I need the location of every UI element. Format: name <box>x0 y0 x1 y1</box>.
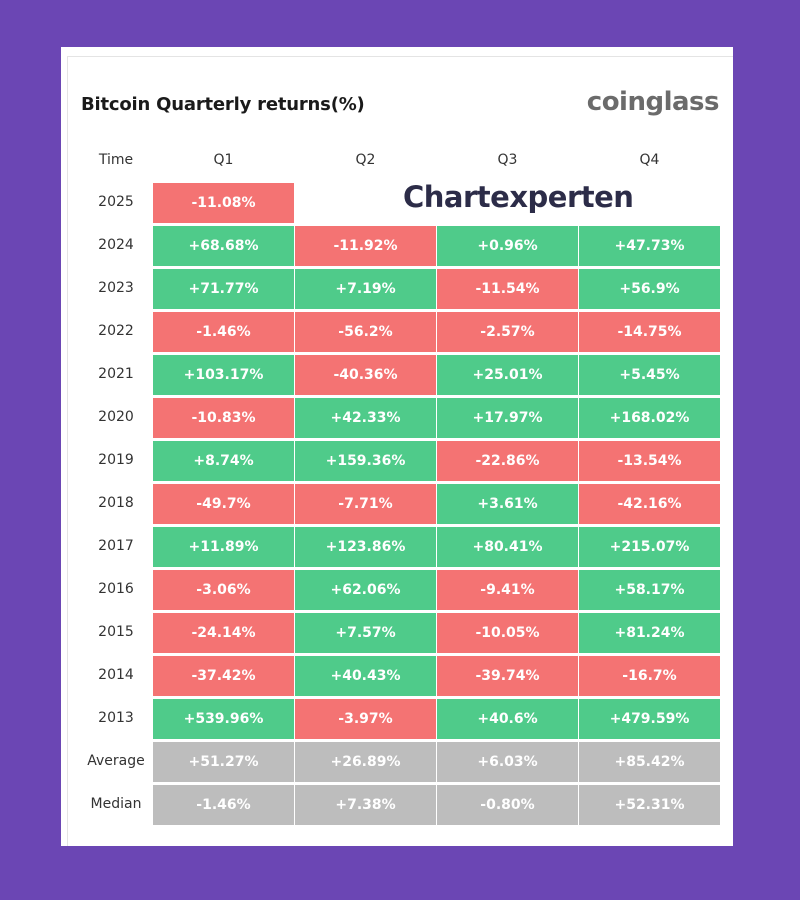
return-cell-2022-q3: -2.57% <box>437 312 578 352</box>
row-label-2023: 2023 <box>98 280 134 296</box>
return-cell-average-q4: +85.42% <box>579 742 720 782</box>
return-cell-2024-q2: -11.92% <box>295 226 436 266</box>
return-cell-average-q1: +51.27% <box>153 742 294 782</box>
column-header-q3: Q3 <box>497 152 518 168</box>
return-cell-median-q4: +52.31% <box>579 785 720 825</box>
return-cell-2018-q3: +3.61% <box>437 484 578 524</box>
chart-title: Bitcoin Quarterly returns(%) <box>81 94 365 115</box>
return-cell-2021-q3: +25.01% <box>437 355 578 395</box>
return-cell-2013-q3: +40.6% <box>437 699 578 739</box>
row-label-2020: 2020 <box>98 409 134 425</box>
return-cell-2017-q2: +123.86% <box>295 527 436 567</box>
return-cell-average-q2: +26.89% <box>295 742 436 782</box>
return-cell-median-q1: -1.46% <box>153 785 294 825</box>
row-label-2025: 2025 <box>98 194 134 210</box>
chartexperten-watermark: Chartexperten <box>403 180 634 214</box>
row-label-average: Average <box>87 753 145 769</box>
return-cell-2020-q2: +42.33% <box>295 398 436 438</box>
return-cell-2015-q2: +7.57% <box>295 613 436 653</box>
return-cell-2024-q3: +0.96% <box>437 226 578 266</box>
row-label-2015: 2015 <box>98 624 134 640</box>
return-cell-2024-q1: +68.68% <box>153 226 294 266</box>
row-label-2018: 2018 <box>98 495 134 511</box>
return-cell-2014-q3: -39.74% <box>437 656 578 696</box>
row-label-2013: 2013 <box>98 710 134 726</box>
return-cell-2014-q1: -37.42% <box>153 656 294 696</box>
row-label-2017: 2017 <box>98 538 134 554</box>
column-header-q2: Q2 <box>355 152 376 168</box>
return-cell-2015-q3: -10.05% <box>437 613 578 653</box>
return-cell-2025-q1: -11.08% <box>153 183 294 223</box>
return-cell-2022-q2: -56.2% <box>295 312 436 352</box>
column-header-q1: Q1 <box>213 152 234 168</box>
return-cell-2024-q4: +47.73% <box>579 226 720 266</box>
return-cell-2023-q4: +56.9% <box>579 269 720 309</box>
return-cell-2013-q1: +539.96% <box>153 699 294 739</box>
return-cell-2018-q4: -42.16% <box>579 484 720 524</box>
return-cell-median-q2: +7.38% <box>295 785 436 825</box>
return-cell-2017-q1: +11.89% <box>153 527 294 567</box>
return-cell-2018-q2: -7.71% <box>295 484 436 524</box>
returns-card: Bitcoin Quarterly returns(%) coinglass C… <box>61 47 733 846</box>
return-cell-2020-q1: -10.83% <box>153 398 294 438</box>
return-cell-2022-q4: -14.75% <box>579 312 720 352</box>
return-cell-2021-q4: +5.45% <box>579 355 720 395</box>
column-header-q4: Q4 <box>639 152 660 168</box>
watermark-text: Chartexperten <box>403 180 634 214</box>
return-cell-2021-q1: +103.17% <box>153 355 294 395</box>
return-cell-2013-q2: -3.97% <box>295 699 436 739</box>
coinglass-logo: coinglass <box>586 87 720 117</box>
row-label-2022: 2022 <box>98 323 134 339</box>
return-cell-2017-q4: +215.07% <box>579 527 720 567</box>
return-cell-2020-q3: +17.97% <box>437 398 578 438</box>
return-cell-2020-q4: +168.02% <box>579 398 720 438</box>
return-cell-2019-q4: -13.54% <box>579 441 720 481</box>
row-label-2024: 2024 <box>98 237 134 253</box>
return-cell-2015-q4: +81.24% <box>579 613 720 653</box>
row-label-2021: 2021 <box>98 366 134 382</box>
return-cell-2019-q1: +8.74% <box>153 441 294 481</box>
return-cell-2018-q1: -49.7% <box>153 484 294 524</box>
return-cell-2019-q2: +159.36% <box>295 441 436 481</box>
return-cell-2023-q2: +7.19% <box>295 269 436 309</box>
row-label-median: Median <box>90 796 142 812</box>
return-cell-2019-q3: -22.86% <box>437 441 578 481</box>
return-cell-2015-q1: -24.14% <box>153 613 294 653</box>
corner-label: Time <box>98 152 134 168</box>
row-label-2014: 2014 <box>98 667 134 683</box>
return-cell-average-q3: +6.03% <box>437 742 578 782</box>
return-cell-median-q3: -0.80% <box>437 785 578 825</box>
return-cell-2016-q1: -3.06% <box>153 570 294 610</box>
card-border <box>67 56 733 846</box>
return-cell-2023-q1: +71.77% <box>153 269 294 309</box>
return-cell-2013-q4: +479.59% <box>579 699 720 739</box>
row-label-2016: 2016 <box>98 581 134 597</box>
return-cell-2016-q3: -9.41% <box>437 570 578 610</box>
return-cell-2014-q4: -16.7% <box>579 656 720 696</box>
return-cell-2014-q2: +40.43% <box>295 656 436 696</box>
return-cell-2022-q1: -1.46% <box>153 312 294 352</box>
row-label-2019: 2019 <box>98 452 134 468</box>
return-cell-2021-q2: -40.36% <box>295 355 436 395</box>
return-cell-2017-q3: +80.41% <box>437 527 578 567</box>
return-cell-2023-q3: -11.54% <box>437 269 578 309</box>
return-cell-2016-q4: +58.17% <box>579 570 720 610</box>
return-cell-2016-q2: +62.06% <box>295 570 436 610</box>
